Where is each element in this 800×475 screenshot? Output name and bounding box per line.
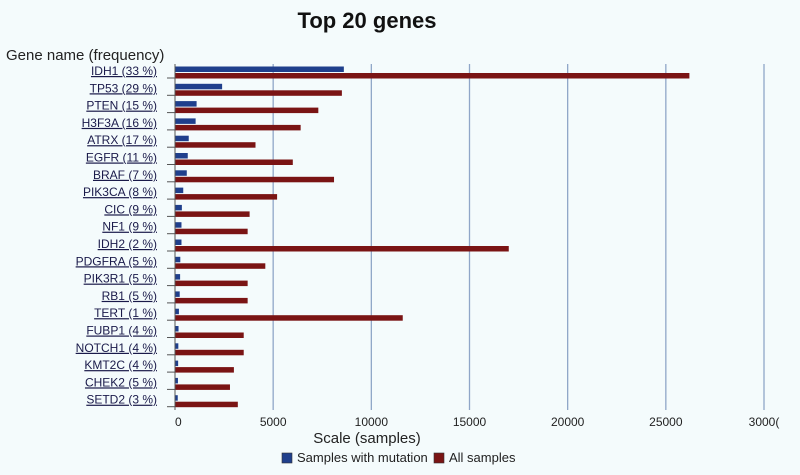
x-tick-label: 0 (175, 415, 182, 429)
bar-all-tert (175, 315, 403, 321)
gridlines (272, 64, 765, 410)
bar-all-rb1 (175, 297, 248, 304)
bar-mutation-cic (175, 204, 182, 211)
bar-mutation-setd2 (175, 395, 178, 401)
bar-all-pten (175, 107, 319, 114)
bar-mutation-h3f3a (175, 118, 196, 124)
legend-mutation-swatch (281, 452, 293, 464)
bar-mutation-tert (175, 308, 179, 315)
bar-mutation-rb1 (175, 291, 180, 297)
bar-mutation-egfr (175, 153, 188, 159)
bar-mutation-pik3r1 (175, 274, 181, 280)
gene-label-braf[interactable]: BRAF (7 %) (93, 168, 157, 182)
bar-all-egfr (175, 159, 293, 165)
bar-all-pik3ca (175, 194, 278, 200)
gene-label-idh1[interactable]: IDH1 (33 %) (91, 64, 157, 78)
bar-all-h3f3a (175, 124, 301, 131)
gene-label-cic[interactable]: CIC (9 %) (104, 202, 157, 216)
bar-all-kmt2c (175, 367, 234, 373)
bar-mutation-pdgfra (175, 256, 181, 263)
gene-label-idh2[interactable]: IDH2 (2 %) (98, 237, 157, 251)
bar-all-fubp1 (175, 332, 244, 338)
x-tick-label: 15000 (453, 415, 487, 429)
bar-all-cic (175, 211, 250, 217)
bar-all-idh1 (175, 73, 690, 79)
gene-label-rb1[interactable]: RB1 (5 %) (102, 289, 157, 303)
x-tick-labels: 0 5000 10000 15000 20000 25000 3000( (175, 415, 779, 429)
gene-label-nf1[interactable]: NF1 (9 %) (102, 220, 157, 234)
gene-label-tert[interactable]: TERT (1 %) (94, 306, 157, 320)
y-axis-title: Gene name (frequency) (6, 47, 164, 64)
bar-mutation-pik3ca (175, 187, 184, 194)
gene-label-pik3r1[interactable]: PIK3R1 (5 %) (84, 272, 157, 286)
gene-label-atrx[interactable]: ATRX (17 %) (87, 133, 157, 147)
bar-all-notch1 (175, 349, 244, 356)
bar-mutation-atrx (175, 135, 189, 142)
bar-all-atrx (175, 142, 256, 148)
gene-label-chek2[interactable]: CHEK2 (5 %) (85, 375, 157, 389)
gene-label-notch1[interactable]: NOTCH1 (4 %) (76, 341, 157, 355)
chart-title: Top 20 genes (298, 8, 437, 33)
bar-all-nf1 (175, 228, 248, 235)
legend-all-swatch (433, 452, 445, 464)
bar-all-chek2 (175, 384, 230, 390)
gene-label-setd2[interactable]: SETD2 (3 %) (86, 393, 157, 407)
bar-all-braf (175, 176, 335, 183)
bar-mutation-fubp1 (175, 326, 179, 332)
bar-mutation-tp53 (175, 83, 223, 90)
x-tick-label: 5000 (260, 415, 287, 429)
legend: Samples with mutation All samples (281, 450, 516, 465)
gene-label-pten[interactable]: PTEN (15 %) (86, 99, 157, 113)
x-axis-title: Scale (samples) (313, 430, 421, 447)
legend-all-label: All samples (449, 450, 516, 465)
bar-mutation-kmt2c (175, 360, 179, 367)
gene-label-pdgfra[interactable]: PDGFRA (5 %) (76, 254, 157, 268)
x-tick-label: 10000 (355, 415, 389, 429)
bar-all-setd2 (175, 401, 238, 408)
bars (175, 66, 690, 408)
gene-label-kmt2c[interactable]: KMT2C (4 %) (84, 358, 157, 372)
bar-all-pdgfra (175, 263, 266, 269)
x-tick-label: 3000( (749, 415, 780, 429)
x-tick-label: 20000 (551, 415, 585, 429)
gene-label-h3f3a[interactable]: H3F3A (16 %) (82, 116, 157, 130)
bar-mutation-idh2 (175, 239, 182, 245)
bar-all-idh2 (175, 246, 509, 252)
x-tick-label: 25000 (649, 415, 683, 429)
gene-labels: IDH1 (33 %) TP53 (29 %) PTEN (15 %) H3F3A (… (76, 64, 175, 408)
bar-mutation-nf1 (175, 222, 182, 228)
gene-label-tp53[interactable]: TP53 (29 %) (90, 81, 157, 95)
bar-mutation-notch1 (175, 343, 179, 349)
legend-mutation-label: Samples with mutation (297, 450, 428, 465)
bar-mutation-chek2 (175, 377, 178, 384)
bar-mutation-pten (175, 101, 197, 107)
bar-mutation-idh1 (175, 66, 344, 72)
bar-all-tp53 (175, 90, 342, 96)
gene-label-pik3ca[interactable]: PIK3CA (8 %) (83, 185, 157, 199)
bar-mutation-braf (175, 170, 187, 176)
bar-all-pik3r1 (175, 280, 248, 287)
gene-label-egfr[interactable]: EGFR (11 %) (86, 151, 157, 165)
gene-label-fubp1[interactable]: FUBP1 (4 %) (86, 324, 157, 338)
